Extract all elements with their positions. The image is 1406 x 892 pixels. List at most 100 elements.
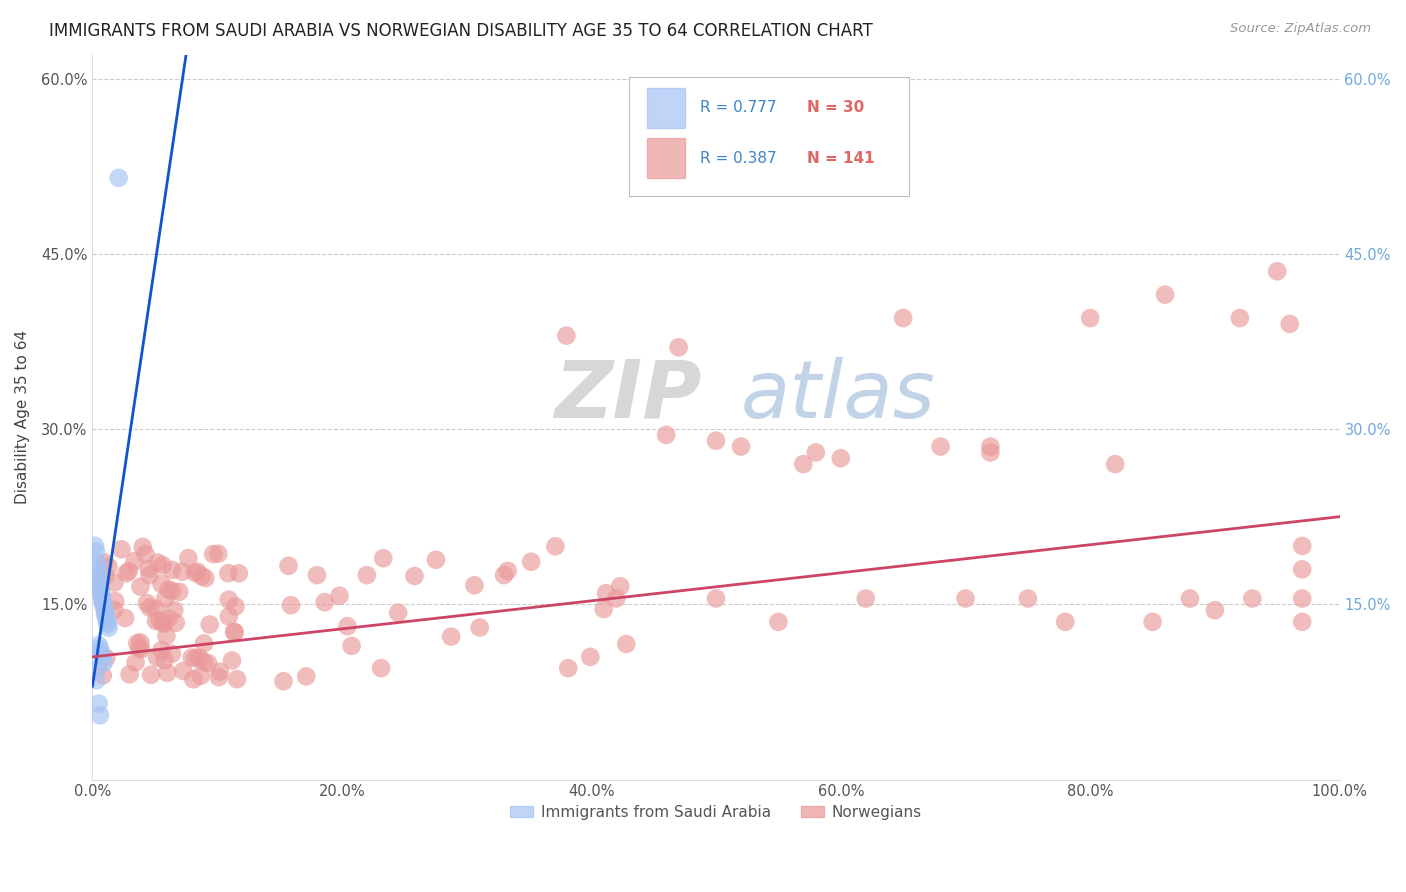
Point <box>96 609 118 624</box>
Point <box>107 170 129 185</box>
Point <box>277 558 299 573</box>
Point <box>87 562 110 576</box>
Text: atlas: atlas <box>741 357 936 434</box>
Point <box>87 697 110 711</box>
Point <box>118 564 141 578</box>
Point <box>110 542 132 557</box>
Point <box>93 598 115 612</box>
Point <box>124 554 146 568</box>
Point <box>138 568 160 582</box>
Y-axis label: Disability Age 35 to 64: Disability Age 35 to 64 <box>15 330 30 505</box>
Point <box>103 575 125 590</box>
Point <box>1204 603 1226 617</box>
Point <box>1154 287 1177 301</box>
Point <box>218 609 240 624</box>
Point <box>184 651 207 665</box>
Point <box>155 591 177 606</box>
Point <box>135 547 157 561</box>
Point <box>156 665 179 680</box>
Point <box>132 540 155 554</box>
Point <box>730 440 752 454</box>
Point <box>152 558 174 573</box>
Point <box>217 566 239 581</box>
Point <box>804 445 827 459</box>
Point <box>93 556 115 570</box>
Point <box>165 615 187 630</box>
Point <box>1229 311 1251 326</box>
Point <box>150 577 173 591</box>
Point <box>387 606 409 620</box>
Point <box>172 664 194 678</box>
Point <box>440 630 463 644</box>
Point <box>1078 311 1101 326</box>
Point <box>90 588 112 602</box>
Point <box>595 586 617 600</box>
Point <box>172 565 194 579</box>
Point <box>157 611 180 625</box>
Point <box>222 624 245 639</box>
Text: N = 30: N = 30 <box>807 100 865 115</box>
Point <box>492 568 515 582</box>
Point <box>198 617 221 632</box>
Point <box>336 619 359 633</box>
Point <box>614 637 637 651</box>
Point <box>557 661 579 675</box>
Point <box>146 650 169 665</box>
Point <box>139 668 162 682</box>
Point <box>103 603 125 617</box>
Point <box>184 566 207 580</box>
Point <box>145 601 167 615</box>
Point <box>153 653 176 667</box>
Point <box>146 556 169 570</box>
Point <box>1291 539 1313 553</box>
Point <box>226 672 249 686</box>
Point <box>94 568 117 582</box>
Point <box>124 656 146 670</box>
Point <box>194 571 217 585</box>
Point <box>90 583 112 598</box>
Point <box>104 594 127 608</box>
FancyBboxPatch shape <box>628 77 910 196</box>
Point <box>202 547 225 561</box>
Point <box>579 649 602 664</box>
Point <box>127 636 149 650</box>
Point <box>94 603 117 617</box>
Point <box>86 662 108 676</box>
Point <box>93 656 115 670</box>
Point <box>218 592 240 607</box>
Text: IMMIGRANTS FROM SAUDI ARABIA VS NORWEGIAN DISABILITY AGE 35 TO 64 CORRELATION CH: IMMIGRANTS FROM SAUDI ARABIA VS NORWEGIA… <box>49 22 873 40</box>
Point <box>609 579 631 593</box>
Point <box>328 589 350 603</box>
Point <box>979 445 1001 459</box>
Point <box>91 595 114 609</box>
Point <box>314 595 336 609</box>
Point <box>84 673 107 688</box>
Point <box>91 591 114 606</box>
Point <box>496 564 519 578</box>
Point <box>84 539 107 553</box>
Point <box>468 621 491 635</box>
Point <box>160 563 183 577</box>
Point <box>1265 264 1288 278</box>
Bar <box>647 138 685 178</box>
Point <box>87 568 110 582</box>
Point <box>87 584 110 599</box>
Point <box>129 642 152 657</box>
Point <box>89 641 111 656</box>
Point <box>228 566 250 581</box>
Point <box>792 457 814 471</box>
Point <box>463 578 485 592</box>
Point <box>340 639 363 653</box>
Point <box>148 613 170 627</box>
Point <box>160 583 183 598</box>
Point <box>183 673 205 687</box>
Point <box>96 617 118 632</box>
Point <box>157 582 180 597</box>
Point <box>280 598 302 612</box>
Legend: Immigrants from Saudi Arabia, Norwegians: Immigrants from Saudi Arabia, Norwegians <box>503 799 928 826</box>
Point <box>1178 591 1201 606</box>
Point <box>115 566 138 581</box>
Point <box>425 553 447 567</box>
Point <box>84 545 107 559</box>
Point <box>139 600 162 615</box>
